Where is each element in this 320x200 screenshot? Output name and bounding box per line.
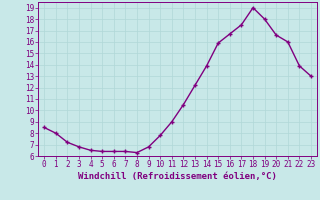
X-axis label: Windchill (Refroidissement éolien,°C): Windchill (Refroidissement éolien,°C) <box>78 172 277 181</box>
